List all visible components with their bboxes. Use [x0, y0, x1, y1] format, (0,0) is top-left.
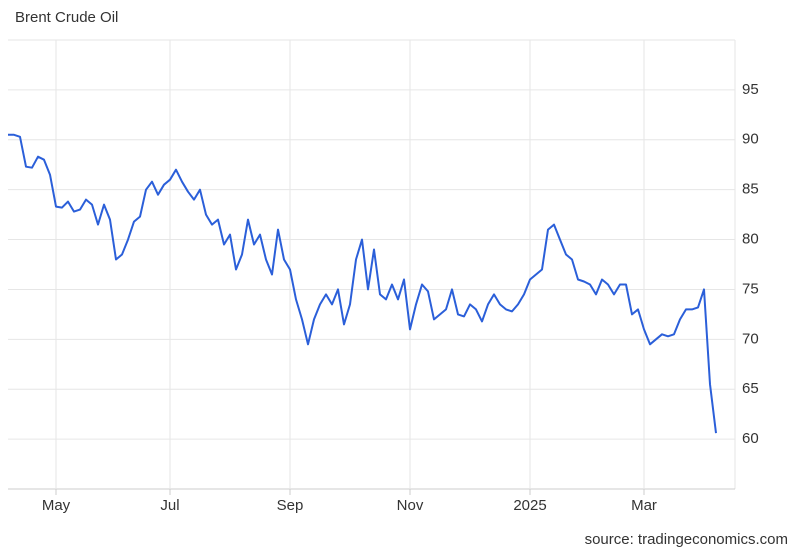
- x-tick-label: Mar: [631, 497, 657, 514]
- x-tick-label: 2025: [513, 497, 546, 514]
- x-tick-label: Sep: [277, 497, 304, 514]
- y-tick-label: 60: [742, 430, 759, 447]
- y-tick-label: 80: [742, 231, 759, 248]
- x-tick-label: Jul: [160, 497, 179, 514]
- x-tick-label: Nov: [397, 497, 424, 514]
- chart-title: Brent Crude Oil: [15, 9, 118, 26]
- y-tick-label: 90: [742, 131, 759, 148]
- price-line: [8, 133, 717, 434]
- y-tick-label: 70: [742, 330, 759, 347]
- y-tick-label: 75: [742, 280, 759, 297]
- source: source: tradingeconomics.com: [585, 531, 788, 548]
- y-tick-label: 85: [742, 181, 759, 198]
- x-tick-label: May: [42, 497, 71, 514]
- y-tick-label: 65: [742, 380, 759, 397]
- y-tick-label: 95: [742, 81, 759, 98]
